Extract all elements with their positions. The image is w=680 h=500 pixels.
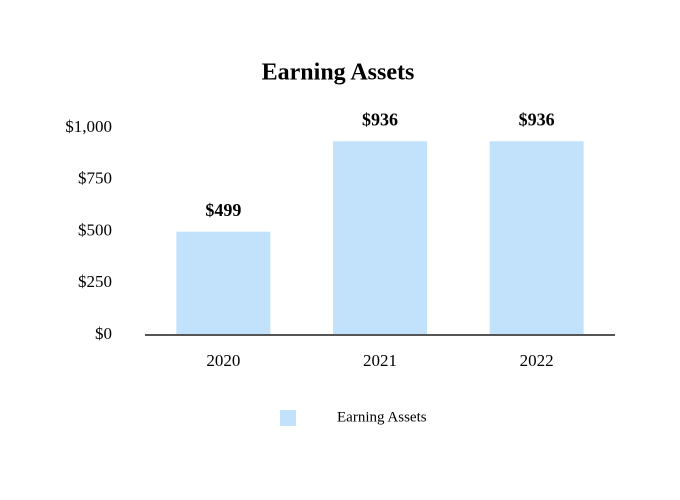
bar [176,231,271,335]
y-tick-label: $500 [78,220,112,239]
bar [489,141,584,335]
x-tick-label: 2020 [206,351,240,370]
x-tick-label: 2022 [520,351,554,370]
legend-label: Earning Assets [337,409,427,425]
chart-title: Earning Assets [262,60,415,86]
y-tick-label: $0 [95,324,112,343]
legend-swatch [280,410,296,426]
x-tick-label: 2021 [363,351,397,370]
data-label: $499 [205,200,241,220]
y-tick-label: $750 [78,169,112,188]
y-tick-label: $250 [78,272,112,291]
y-tick-label: $1,000 [65,117,112,136]
bar [333,141,427,335]
data-label: $936 [362,109,398,129]
data-label: $936 [519,109,555,129]
